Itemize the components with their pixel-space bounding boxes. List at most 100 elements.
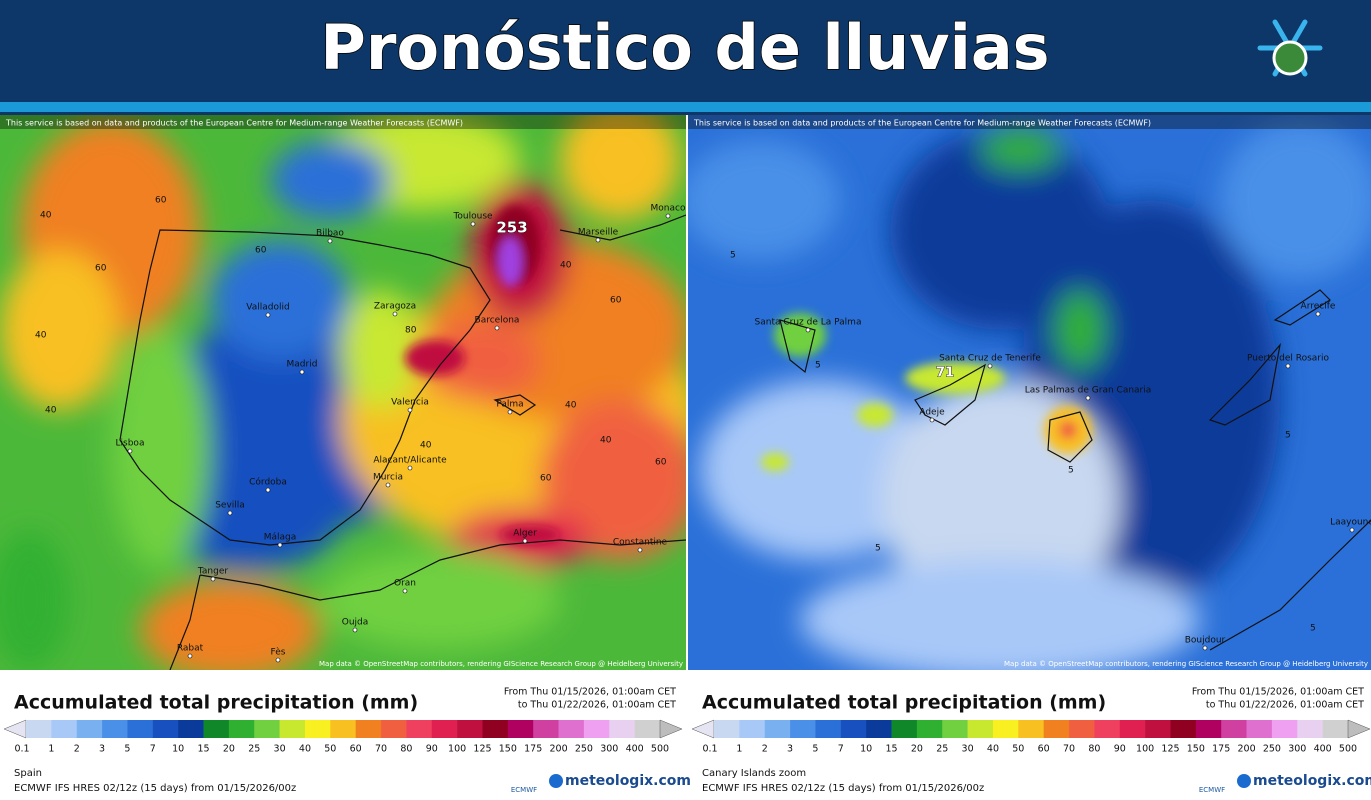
colorbar-segment [609,720,635,738]
field-core [405,340,465,376]
place-dot [277,542,283,548]
colorbar-segment [457,720,483,738]
ecmwf-logo: ECMWF [1199,786,1225,794]
scale-label: 400 [1314,744,1332,755]
region: Spain [14,768,42,779]
field-core [905,362,1005,394]
coastline [1273,289,1331,326]
place-label: Toulouse [452,212,493,222]
colorbar-segment [558,720,585,738]
colorbar-segment [304,720,331,738]
field-blob [1055,290,1105,370]
legends: Accumulated total precipitation (mm) From… [3,687,1371,794]
field-blob [270,140,390,220]
scale-label: 2 [762,744,768,755]
contour-label: 40 [420,441,432,451]
place-dot [665,213,671,219]
place-label: Marseille [578,228,619,238]
colorbar-segment [26,720,52,738]
region: Canary Islands zoom [702,768,806,779]
colorbar-segment [815,720,842,738]
place-dot [522,538,528,544]
place-label: Bilbao [316,229,344,239]
scale-label: 25 [936,744,948,755]
precip-core [405,205,560,545]
place-dot [407,465,413,471]
scale-label: 175 [1212,744,1230,755]
place-label: Madrid [287,360,318,370]
field-core [498,237,522,287]
scale-label: 300 [1288,744,1306,755]
scale-label: 7 [838,744,844,755]
contour-label: 60 [655,458,667,468]
scale-label: 1 [736,744,742,755]
scale-label: 60 [350,744,362,755]
scale-label: 40 [299,744,311,755]
place-label: Santa Cruz de Tenerife [939,354,1041,364]
place-dot [265,312,271,318]
map-credit: Map data © OpenStreetMap contributors, r… [319,660,683,668]
scale-label: 20 [911,744,923,755]
scale-label: 0.1 [702,744,717,755]
place-label: Puerto del Rosario [1247,354,1329,364]
colorbar-segment [992,720,1019,738]
scale-label: 250 [575,744,593,755]
colorbar-segment [178,720,204,738]
contour-label: 60 [155,196,167,206]
attribution-bg [0,115,686,129]
place-dot [275,657,281,663]
colorbar-segment [1018,720,1044,738]
contour-label: 5 [875,544,881,554]
scale-label: 2 [74,744,80,755]
place-label: Arrecife [1301,302,1336,312]
colorbar-arrow-left [3,719,27,739]
place-label: Oujda [342,618,369,628]
place-dot [402,588,408,594]
colorbar-segment [1170,720,1197,738]
colorbar-arrow-right [1347,719,1371,739]
place-dot [805,327,811,333]
scale-label: 0.1 [14,744,29,755]
colorbar-segment [764,720,791,738]
scale-label: 60 [1038,744,1050,755]
max-value: 71 [936,366,954,381]
place-dot [227,510,233,516]
scale-label: 5 [812,744,818,755]
scale-label: 200 [1237,744,1255,755]
scale-label: 1 [48,744,54,755]
colorbar-segment [739,720,766,738]
coastline [779,319,816,374]
scale-label: 70 [375,744,387,755]
scale-label: 10 [860,744,872,755]
scale-label: 250 [1263,744,1281,755]
place-dot [127,448,133,454]
scale-label: 90 [426,744,438,755]
place-dot [385,482,391,488]
scale-label: 80 [1088,744,1100,755]
colorbar-segment [891,720,918,738]
colorbar-segment [482,720,509,738]
colorbar-segment [1195,720,1222,738]
scale-label: 20 [223,744,235,755]
place-dot [1285,363,1291,369]
header-stripe [0,102,1371,112]
field-blob [420,320,540,400]
place-label: Barcelona [475,316,520,326]
colorbar-segment [406,720,433,738]
place-dot [299,369,305,375]
meteologix-icon [1237,774,1251,788]
scale-label: 50 [1012,744,1024,755]
colorbar-segment [1145,720,1171,738]
period-to: to Thu 01/22/2026, 01:00am CET [1206,700,1364,711]
place-dot [595,237,601,243]
place-label: Rabat [177,644,204,654]
scale-label: 25 [248,744,260,755]
place-dot [352,627,358,633]
contour-label: 60 [255,246,267,256]
place-dot [1085,395,1091,401]
colorbar-segment [1322,720,1349,738]
period-from: From Thu 01/15/2026, 01:00am CET [1192,687,1364,698]
contour-label: 80 [405,326,417,336]
contour-label: 5 [815,361,821,371]
place-label: Alacant/Alicante [373,456,447,466]
